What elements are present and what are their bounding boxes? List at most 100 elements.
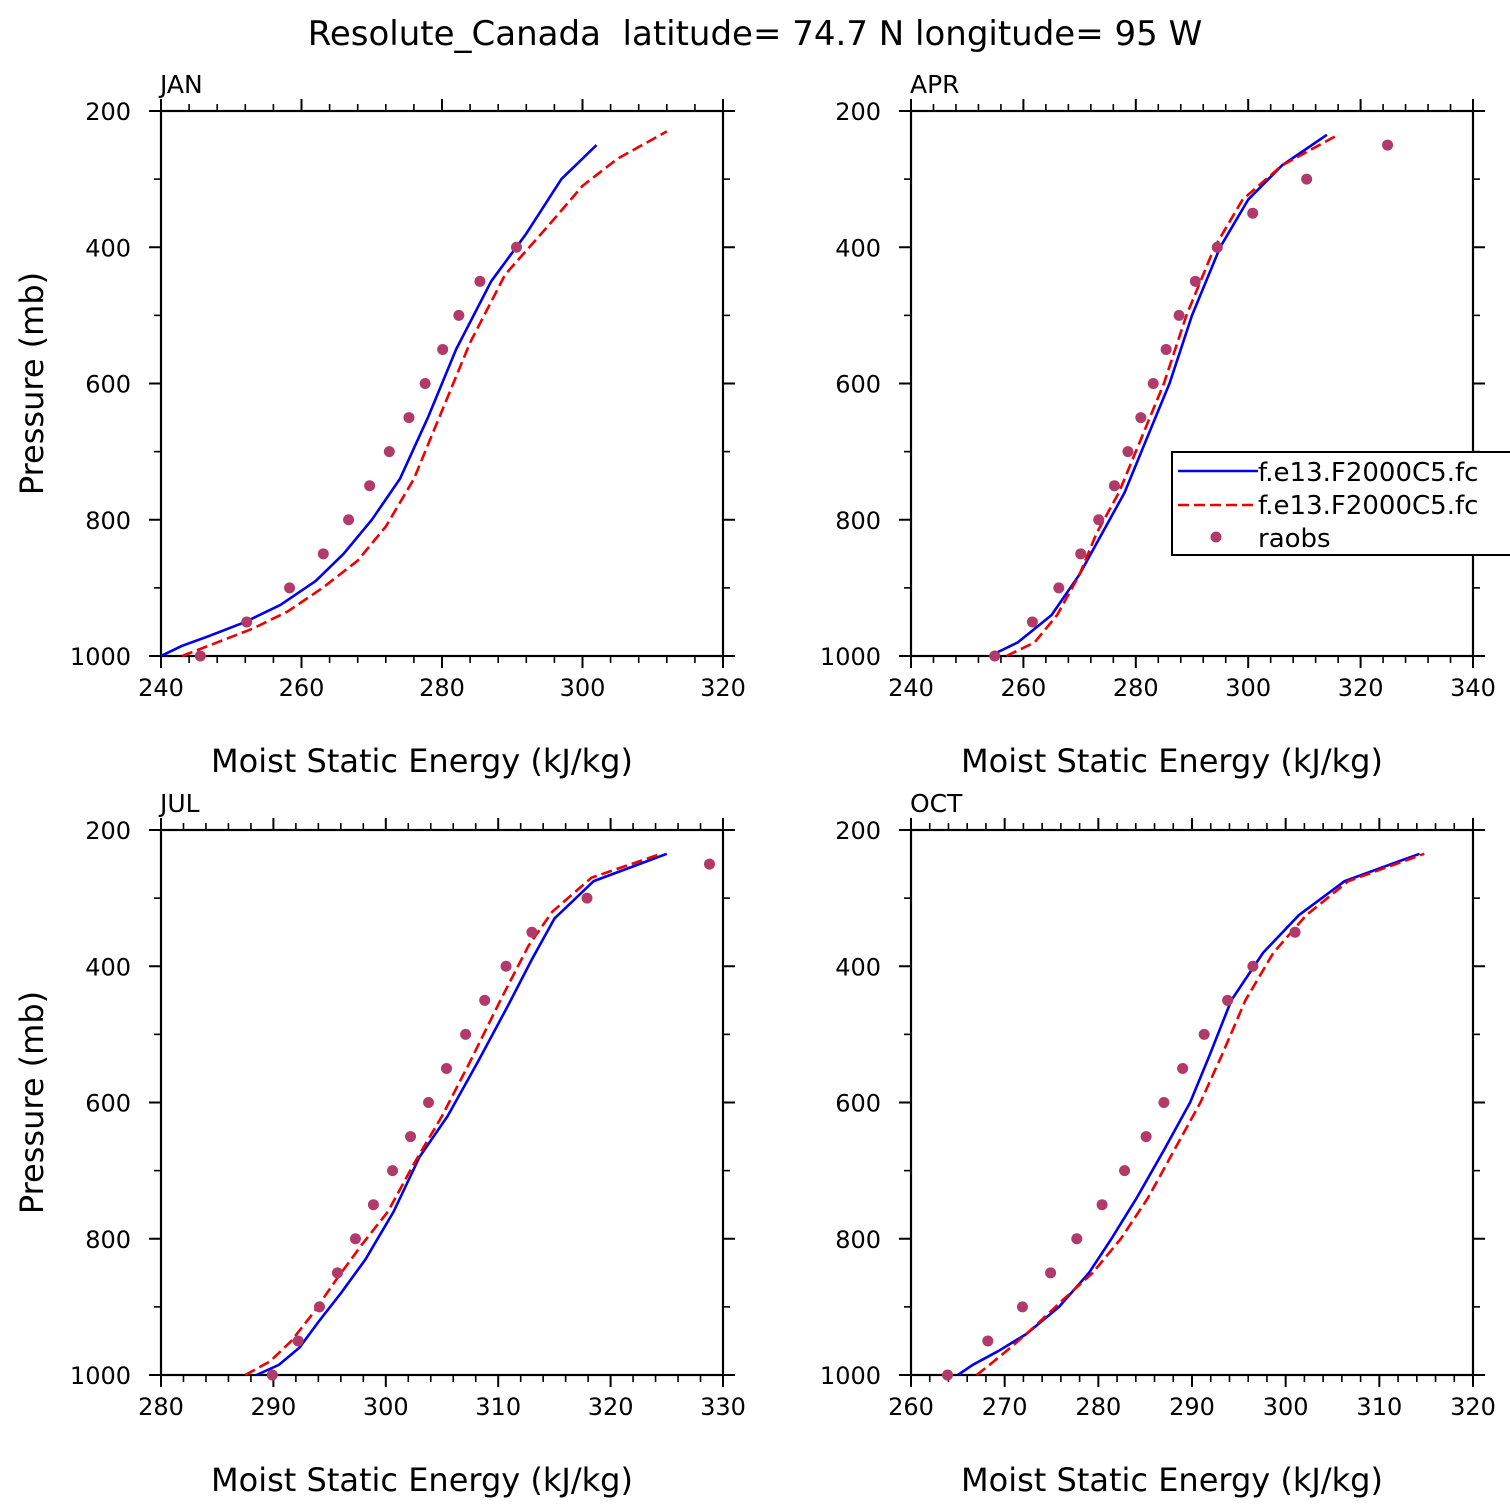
y-axis-label: Pressure (mb) [13,991,51,1214]
y-tick-label: 1000 [70,1362,131,1390]
x-tick-label: 260 [1000,674,1046,702]
raobs-point [1122,446,1134,458]
plot-frame [909,828,1475,1377]
model-solid-line [957,852,1421,1377]
y-axis-label: Pressure (mb) [13,272,51,495]
y-tick-label: 800 [85,1226,131,1254]
raobs-point [1247,207,1259,219]
raobs-point [1140,1131,1152,1143]
raobs-point [387,1165,399,1177]
figure-title: Resolute_Canada latitude= 74.7 N longitu… [308,14,1202,54]
raobs-point [364,480,376,492]
raobs-point [510,241,522,253]
raobs-point [194,650,206,662]
x-tick-label: 260 [888,1393,934,1421]
raobs-point [1053,582,1065,594]
raobs-point [266,1369,278,1381]
y-tick-label: 200 [835,98,881,126]
raobs-point [1119,1165,1131,1177]
legend-box [1171,451,1510,556]
raobs-point [474,275,486,287]
legend-entry: f.e13.F2000C5.fc [1258,491,1478,521]
model-dashed-line [975,852,1425,1377]
raobs-point [1289,926,1301,938]
raobs-point [1301,173,1313,185]
x-tick-label: 340 [1450,674,1496,702]
raobs-point [423,1097,435,1108]
y-tick-label: 400 [85,953,131,981]
y-tick-label: 600 [835,1090,881,1118]
raobs-point [581,892,593,904]
raobs-point [1071,1233,1083,1245]
y-tick-label: 200 [835,817,881,845]
x-tick-label: 310 [1356,1393,1402,1421]
model-solid-line [989,133,1328,658]
y-tick-label: 800 [835,1226,881,1254]
x-tick-label: 320 [1338,674,1384,702]
plot-frame [159,828,725,1377]
raobs-point [1045,1267,1057,1279]
raobs-point [453,309,465,321]
raobs-point [1158,1097,1170,1108]
model-dashed-line [181,130,668,658]
x-tick-label: 300 [1225,674,1271,702]
raobs-point [437,343,449,355]
raobs-point [1173,309,1185,321]
plot-frame [909,109,1475,658]
raobs-point [1147,378,1159,389]
y-tick-label: 200 [85,98,131,126]
raobs-point [1189,275,1201,287]
x-axis-label: Moist Static Energy (kJ/kg) [211,1461,633,1499]
raobs-point [1211,241,1223,253]
x-tick-label: 300 [363,1393,409,1421]
y-tick-label: 600 [85,371,131,399]
raobs-point [1026,616,1038,628]
raobs-point [989,650,1001,662]
x-tick-label: 270 [982,1393,1028,1421]
raobs-point [1198,1028,1210,1040]
raobs-point [500,960,512,972]
model-solid-line [255,852,668,1377]
x-axis-label: Moist Static Energy (kJ/kg) [211,742,633,780]
y-tick-label: 400 [835,953,881,981]
raobs-point [1160,343,1172,355]
y-tick-label: 600 [85,1090,131,1118]
raobs-point [460,1028,472,1040]
raobs-point [440,1062,452,1074]
raobs-point [405,1131,417,1143]
panel-label: APR [910,70,960,99]
raobs-point [403,412,415,424]
y-tick-label: 1000 [820,643,881,671]
raobs-point [284,582,296,594]
raobs-point [704,858,716,870]
y-tick-label: 200 [85,817,131,845]
raobs-point [343,514,355,526]
x-tick-label: 280 [1075,1393,1121,1421]
y-tick-label: 600 [835,371,881,399]
panel-label: JAN [158,70,203,99]
y-tick-label: 1000 [820,1362,881,1390]
y-tick-label: 1000 [70,643,131,671]
raobs-point [1093,514,1105,526]
x-tick-label: 240 [888,674,934,702]
x-tick-label: 300 [560,674,606,702]
y-tick-label: 400 [85,234,131,262]
raobs-point [1108,480,1120,492]
x-tick-label: 330 [700,1393,746,1421]
legend-raobs-marker [1210,531,1222,543]
raobs-point [313,1301,325,1313]
raobs-point [1382,139,1394,151]
panel-label: JUL [158,789,200,818]
y-tick-label: 400 [835,234,881,262]
raobs-point [367,1199,379,1211]
y-tick-label: 800 [835,507,881,535]
raobs-point [349,1233,361,1245]
raobs-point [1075,548,1087,560]
x-tick-label: 290 [1169,1393,1215,1421]
